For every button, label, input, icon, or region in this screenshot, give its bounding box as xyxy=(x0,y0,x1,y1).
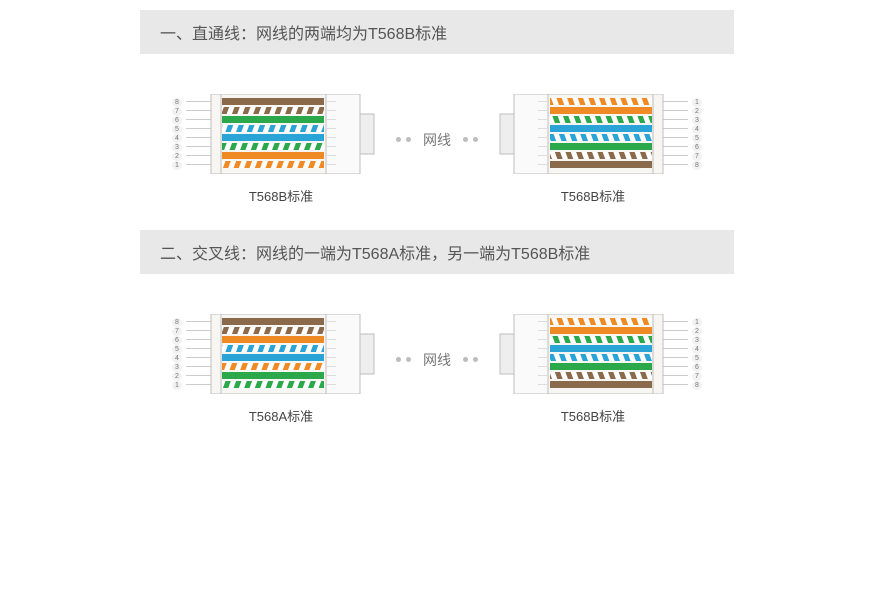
pin-number: 5 xyxy=(172,125,182,134)
pin-number: 4 xyxy=(692,345,702,354)
pin-number: 8 xyxy=(172,98,182,107)
rj45-right-1: 12345678 xyxy=(498,94,688,174)
cable-middle-2: 网线 xyxy=(396,350,478,370)
rj45-left-1: 87654321 xyxy=(186,94,376,174)
pin-number: 2 xyxy=(172,152,182,161)
cable-middle-1: 网线 xyxy=(396,130,478,150)
pin-number: 1 xyxy=(172,161,182,170)
diagram-row-1: 87654321 T568B标准 网线 12345678 T568B标准 xyxy=(0,54,874,220)
pin-number: 7 xyxy=(692,152,702,161)
pin-number: 6 xyxy=(172,336,182,345)
pin-number: 2 xyxy=(172,372,182,381)
pin-number: 6 xyxy=(692,143,702,152)
pin-number: 5 xyxy=(692,134,702,143)
pin-number: 8 xyxy=(692,381,702,390)
connector-label-left-1: T568B标准 xyxy=(249,186,313,205)
dots-left2-icon xyxy=(396,357,411,362)
pin-number: 3 xyxy=(692,116,702,125)
pin-number: 4 xyxy=(172,134,182,143)
connector-right-2: 12345678 T568B标准 xyxy=(498,314,688,425)
cable-label-1: 网线 xyxy=(423,130,451,150)
pin-number: 3 xyxy=(172,363,182,372)
connector-left-2: 87654321 T568A标准 xyxy=(186,314,376,425)
pin-number: 4 xyxy=(172,354,182,363)
pin-number: 7 xyxy=(172,107,182,116)
rj45-left-2: 87654321 xyxy=(186,314,376,394)
pin-number: 5 xyxy=(172,345,182,354)
pin-number: 1 xyxy=(172,381,182,390)
pin-number: 8 xyxy=(172,318,182,327)
pin-number: 5 xyxy=(692,354,702,363)
section-title-1: 一、直通线：网线的两端均为T568B标准 xyxy=(160,26,447,43)
pin-number: 7 xyxy=(692,372,702,381)
dots-right-icon xyxy=(463,137,478,142)
section-title-2: 二、交叉线：网线的一端为T568A标准，另一端为T568B标准 xyxy=(160,246,590,263)
connector-label-right-1: T568B标准 xyxy=(561,186,625,205)
connector-label-right-2: T568B标准 xyxy=(561,406,625,425)
pin-number: 3 xyxy=(172,143,182,152)
pin-number: 1 xyxy=(692,318,702,327)
dots-left-icon xyxy=(396,137,411,142)
connector-right-1: 12345678 T568B标准 xyxy=(498,94,688,205)
cable-label-2: 网线 xyxy=(423,350,451,370)
rj45-right-2: 12345678 xyxy=(498,314,688,394)
section-header-1: 一、直通线：网线的两端均为T568B标准 xyxy=(140,10,734,54)
connector-label-left-2: T568A标准 xyxy=(249,406,313,425)
pin-number: 6 xyxy=(172,116,182,125)
pin-number: 2 xyxy=(692,327,702,336)
pin-number: 6 xyxy=(692,363,702,372)
pin-number: 2 xyxy=(692,107,702,116)
pin-number: 4 xyxy=(692,125,702,134)
dots-right2-icon xyxy=(463,357,478,362)
pin-number: 7 xyxy=(172,327,182,336)
pin-number: 3 xyxy=(692,336,702,345)
connector-left-1: 87654321 T568B标准 xyxy=(186,94,376,205)
pin-number: 1 xyxy=(692,98,702,107)
pin-number: 8 xyxy=(692,161,702,170)
section-header-2: 二、交叉线：网线的一端为T568A标准，另一端为T568B标准 xyxy=(140,230,734,274)
diagram-row-2: 87654321 T568A标准 网线 12345678 T568B标准 xyxy=(0,274,874,440)
